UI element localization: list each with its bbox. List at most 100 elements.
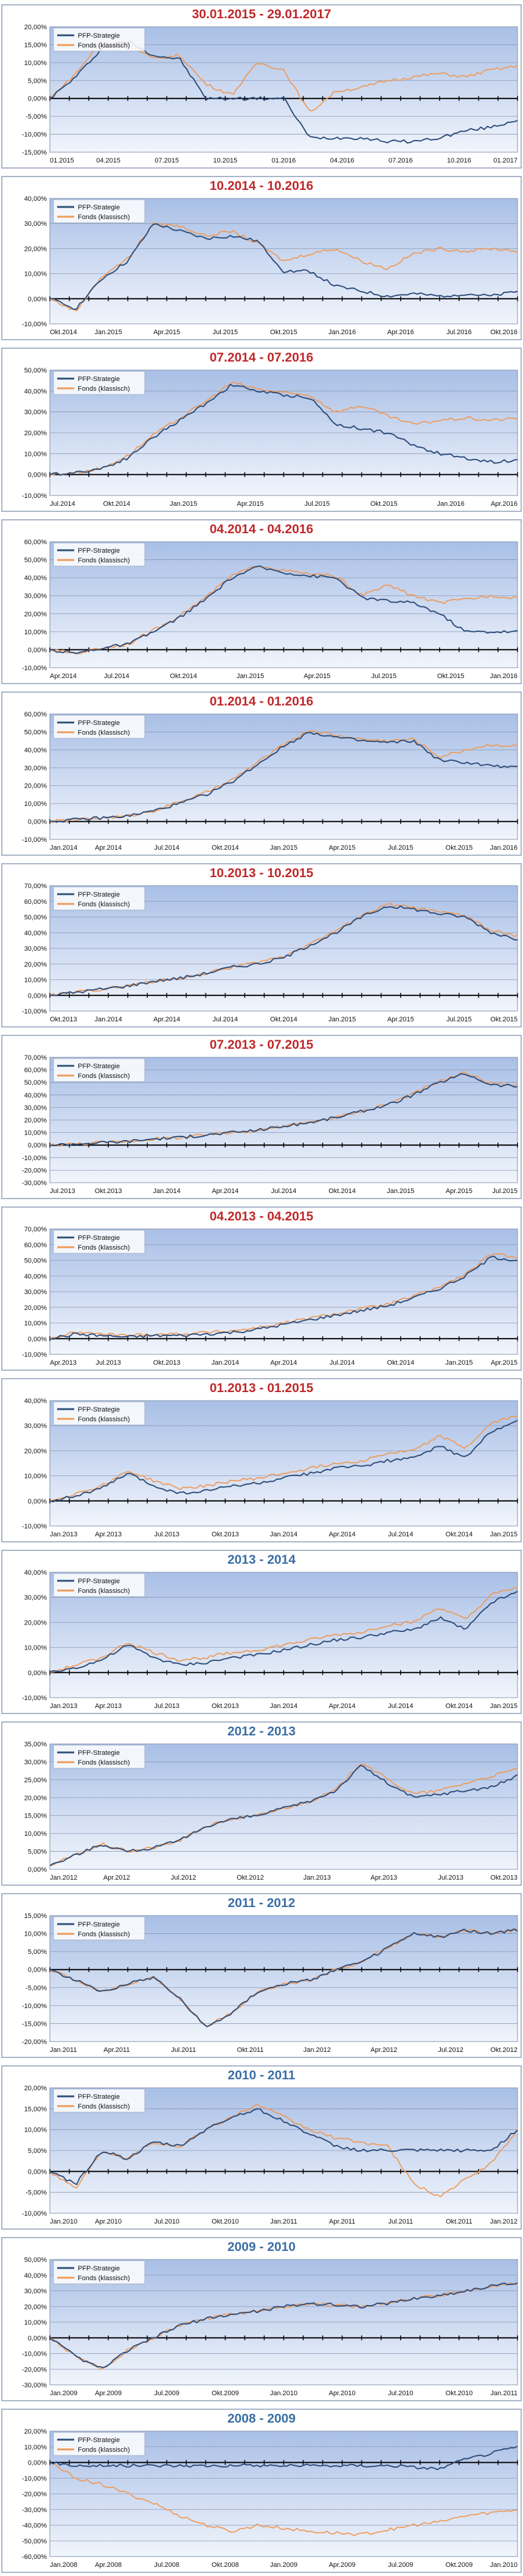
x-tick-label: Apr.2011 xyxy=(329,2218,355,2225)
chart-title: 10.2014 - 10.2016 xyxy=(210,179,313,193)
y-tick-label: -60,00% xyxy=(22,2553,47,2561)
chart-title: 01.2014 - 01.2016 xyxy=(210,695,313,709)
x-tick-label: Jan.2015 xyxy=(94,329,122,336)
x-tick-label: Okt.2012 xyxy=(490,2046,518,2054)
x-tick-label: Jan.2013 xyxy=(50,1531,77,1538)
x-tick-label: Jul.2016 xyxy=(446,329,472,336)
legend-label: PFP-Strategie xyxy=(78,2093,120,2101)
y-tick-label: -5,00% xyxy=(26,113,47,121)
strategy-series-line xyxy=(49,2282,518,2368)
x-tick-label: Jan.2010 xyxy=(270,2390,297,2397)
y-tick-label: -10,00% xyxy=(22,1008,47,1015)
legend-label: PFP-Strategie xyxy=(78,32,120,40)
x-tick-label: Apr.2014 xyxy=(50,673,77,680)
x-tick-label: Apr.2013 xyxy=(50,1359,77,1367)
legend-label: Fonds (klassisch) xyxy=(78,1587,130,1595)
y-tick-label: 5,00% xyxy=(28,1948,47,1956)
x-tick-label: Apr.2015 xyxy=(329,844,356,852)
x-tick-label: Jul.2011 xyxy=(388,2218,413,2225)
x-tick-label: Okt.2013 xyxy=(153,1359,181,1367)
strategy-series-line xyxy=(49,565,518,654)
legend-box xyxy=(53,1573,145,1597)
y-tick-label: 15,00% xyxy=(24,41,47,49)
chart-title: 01.2013 - 01.2015 xyxy=(210,1381,314,1395)
chart-panel: 2012 - 2013 35,00% 30,00% 25,00% 20,00% 15,00… xyxy=(1,1721,522,1886)
chart-panel: 30.01.2015 - 29.01.2017 20,00% 15,00% 10,00… xyxy=(1,4,522,169)
y-tick-label: 20,00% xyxy=(24,1619,47,1626)
y-tick-label: -10,00% xyxy=(22,836,47,844)
x-tick-label: Okt.2013 xyxy=(490,1874,518,1881)
legend-label: PFP-Strategie xyxy=(78,891,120,898)
x-tick-label: Apr.2015 xyxy=(446,1188,473,1195)
x-tick-label: 01.2017 xyxy=(493,157,518,164)
legend-label: PFP-Strategie xyxy=(78,719,120,727)
legend-label: PFP-Strategie xyxy=(78,1406,120,1413)
x-tick-label: Jan.2011 xyxy=(270,2218,297,2225)
x-tick-label: Jul.2015 xyxy=(492,1188,518,1195)
x-tick-label: Jul.2008 xyxy=(154,2561,179,2569)
x-tick-label: Jan.2010 xyxy=(50,2218,77,2225)
x-tick-label: Okt.2014 xyxy=(446,1531,473,1538)
y-tick-label: -10,00% xyxy=(22,321,47,328)
x-tick-label: Okt.2010 xyxy=(212,2218,239,2225)
chart-title: 2008 - 2009 xyxy=(227,2412,296,2426)
x-tick-label: Apr.2016 xyxy=(491,500,518,508)
x-tick-label: Okt.2009 xyxy=(212,2390,239,2397)
y-tick-label: 70,00% xyxy=(24,1054,47,1062)
strategy-series-line xyxy=(49,905,518,996)
chart-title: 04.2014 - 04.2016 xyxy=(210,522,313,536)
x-tick-label: Jul.2010 xyxy=(154,2218,179,2225)
x-tick-label: Jan.2009 xyxy=(270,2561,297,2569)
fund-series-line xyxy=(49,222,518,312)
y-tick-label: 60,00% xyxy=(24,539,47,546)
legend-label: PFP-Strategie xyxy=(78,1578,120,1585)
y-tick-label: 30,00% xyxy=(24,945,47,953)
y-tick-label: 40,00% xyxy=(24,195,47,203)
y-tick-label: 10,00% xyxy=(24,60,47,67)
y-tick-label: 20,00% xyxy=(24,24,47,31)
x-tick-label: Okt.2010 xyxy=(446,2390,473,2397)
y-tick-label: -30,00% xyxy=(22,2507,47,2514)
y-tick-label: 10,00% xyxy=(24,2444,47,2451)
x-tick-label: Jul.2011 xyxy=(171,2046,196,2054)
y-tick-label: 10,00% xyxy=(24,1473,47,1480)
y-tick-label: 50,00% xyxy=(24,557,47,564)
x-tick-label: Okt.2015 xyxy=(490,1016,518,1023)
y-tick-label: -10,00% xyxy=(22,131,47,139)
legend-label: Fonds (klassisch) xyxy=(78,2103,130,2110)
chart-title: 04.2013 - 04.2015 xyxy=(210,1209,314,1223)
y-tick-label: 30,00% xyxy=(24,2288,47,2295)
y-tick-label: 50,00% xyxy=(24,1079,47,1087)
strategy-series-line xyxy=(49,383,518,476)
chart-panel: 04.2013 - 04.2015 70,00% 60,00% 50,00% 40,00… xyxy=(1,1206,522,1371)
legend-label: Fonds (klassisch) xyxy=(78,729,130,737)
x-tick-label: Okt.2014 xyxy=(387,1359,414,1367)
legend-label: PFP-Strategie xyxy=(78,547,120,555)
legend-box xyxy=(53,2432,145,2456)
legend-box xyxy=(53,1916,145,1941)
x-tick-label: Apr.2014 xyxy=(270,1359,297,1367)
x-tick-label: Jul.2013 xyxy=(50,1188,75,1195)
y-tick-label: 30,00% xyxy=(24,220,47,228)
legend-label: PFP-Strategie xyxy=(78,1063,120,1070)
legend-label: PFP-Strategie xyxy=(78,1921,120,1928)
x-tick-label: Apr.2011 xyxy=(103,2046,130,2054)
y-tick-label: 5,00% xyxy=(28,77,47,85)
legend-label: Fonds (klassisch) xyxy=(78,1759,130,1766)
x-tick-label: Jul.2015 xyxy=(213,329,238,336)
x-tick-label: Okt.2014 xyxy=(50,329,77,336)
legend-label: Fonds (klassisch) xyxy=(78,2275,130,2282)
x-tick-label: Jan.2015 xyxy=(270,844,297,852)
y-tick-label: 10,00% xyxy=(24,1931,47,1938)
x-tick-label: Okt.2015 xyxy=(270,329,297,336)
x-tick-label: Jan.2016 xyxy=(490,844,518,852)
y-tick-label: 40,00% xyxy=(24,1569,47,1577)
x-tick-label: 07.2015 xyxy=(154,157,179,164)
x-tick-label: Jan.2011 xyxy=(491,2390,518,2397)
x-tick-label: Jul.2014 xyxy=(50,500,75,508)
x-tick-label: Apr.2014 xyxy=(212,1188,238,1195)
y-tick-label: -40,00% xyxy=(22,2522,47,2530)
y-tick-label: 0,00% xyxy=(28,2335,47,2342)
y-tick-label: 20,00% xyxy=(24,961,47,968)
y-tick-label: 10,00% xyxy=(24,629,47,636)
